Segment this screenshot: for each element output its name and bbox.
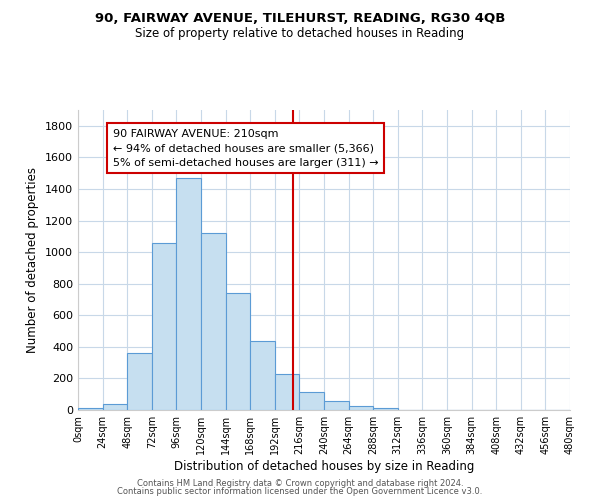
Bar: [152, 242, 176, 410]
Bar: [176, 178, 201, 410]
Bar: [324, 402, 349, 410]
Text: 90 FAIRWAY AVENUE: 210sqm
← 94% of detached houses are smaller (5,366)
5% of sem: 90 FAIRWAY AVENUE: 210sqm ← 94% of detac…: [113, 129, 379, 168]
Bar: [349, 406, 373, 410]
Text: 90, FAIRWAY AVENUE, TILEHURST, READING, RG30 4QB: 90, FAIRWAY AVENUE, TILEHURST, READING, …: [95, 12, 505, 26]
Bar: [127, 353, 152, 410]
Text: Contains HM Land Registry data © Crown copyright and database right 2024.: Contains HM Land Registry data © Crown c…: [137, 478, 463, 488]
Bar: [103, 404, 127, 410]
Bar: [226, 293, 250, 410]
Bar: [275, 374, 299, 410]
Y-axis label: Number of detached properties: Number of detached properties: [26, 167, 40, 353]
Bar: [373, 408, 398, 410]
Bar: [201, 233, 226, 410]
X-axis label: Distribution of detached houses by size in Reading: Distribution of detached houses by size …: [174, 460, 474, 472]
Bar: [299, 392, 324, 410]
Bar: [78, 408, 103, 410]
Text: Size of property relative to detached houses in Reading: Size of property relative to detached ho…: [136, 28, 464, 40]
Text: Contains public sector information licensed under the Open Government Licence v3: Contains public sector information licen…: [118, 487, 482, 496]
Bar: [250, 340, 275, 410]
